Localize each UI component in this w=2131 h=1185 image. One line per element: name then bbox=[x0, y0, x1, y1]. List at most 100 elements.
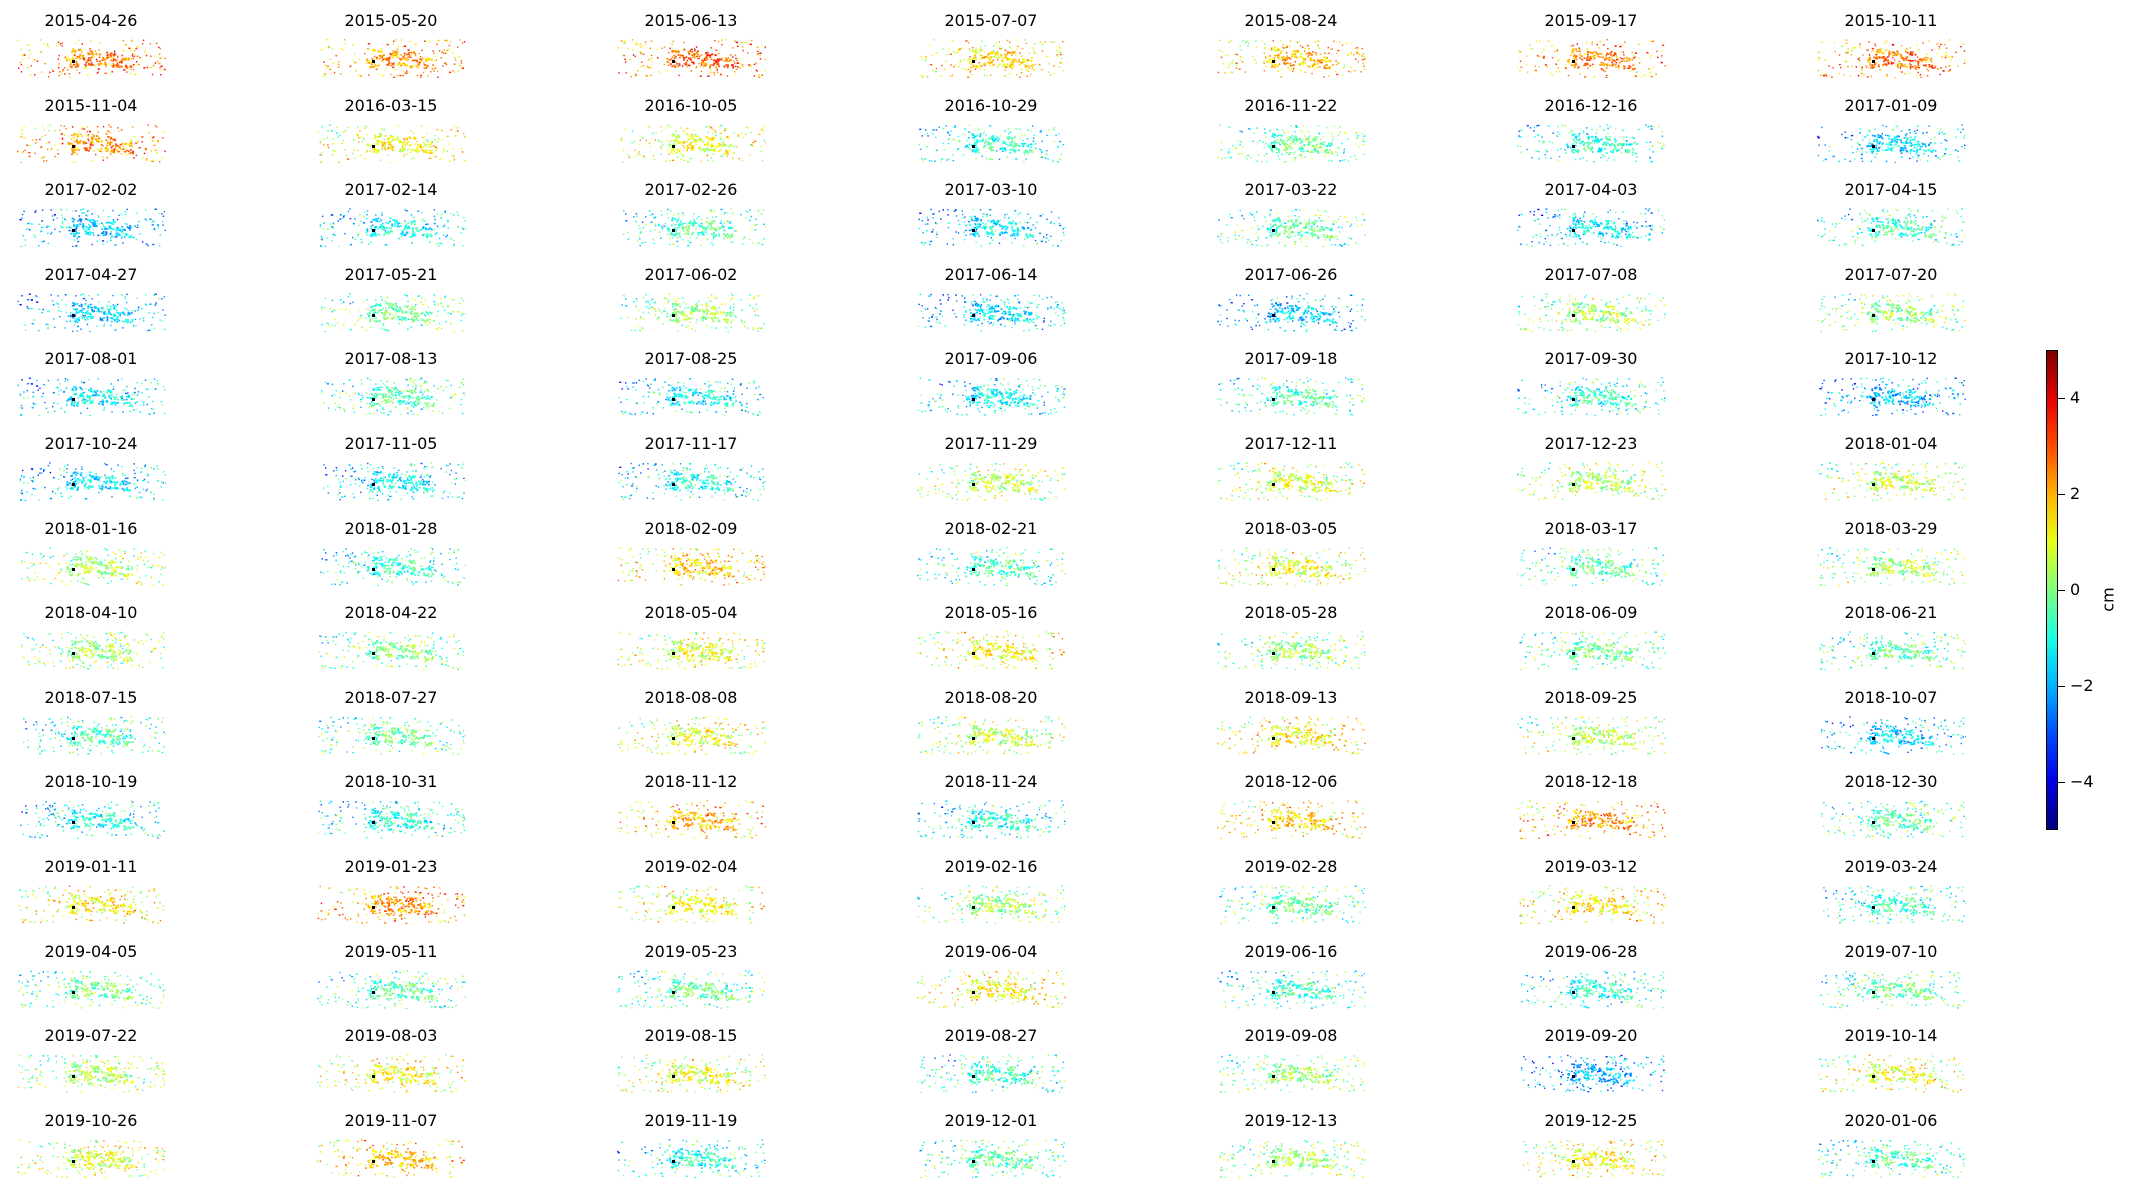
displacement-point bbox=[1280, 56, 1283, 59]
displacement-point bbox=[1960, 46, 1962, 48]
displacement-point bbox=[1888, 52, 1891, 55]
displacement-point bbox=[701, 147, 704, 150]
displacement-point bbox=[959, 61, 962, 63]
displacement-point bbox=[926, 132, 928, 134]
displacement-point bbox=[1588, 142, 1591, 144]
displacement-point bbox=[87, 52, 90, 54]
displacement-point bbox=[379, 135, 382, 138]
panel-title: 2015-09-17 bbox=[1516, 12, 1666, 30]
displacement-point bbox=[1606, 63, 1608, 66]
displacement-point bbox=[716, 145, 719, 148]
displacement-point bbox=[706, 56, 709, 58]
displacement-point bbox=[1032, 139, 1034, 142]
displacement-point bbox=[713, 72, 715, 74]
displacement-point bbox=[1881, 141, 1884, 144]
displacement-point bbox=[1607, 141, 1609, 144]
displacement-point bbox=[692, 138, 695, 140]
displacement-point bbox=[1646, 141, 1648, 143]
displacement-point bbox=[634, 155, 637, 157]
displacement-point bbox=[1048, 71, 1050, 73]
displacement-point bbox=[1026, 75, 1029, 77]
displacement-point bbox=[714, 136, 716, 139]
displacement-point bbox=[1604, 63, 1606, 65]
displacement-point bbox=[323, 222, 325, 224]
displacement-point bbox=[710, 156, 712, 159]
displacement-point bbox=[707, 75, 710, 77]
displacement-point bbox=[421, 57, 424, 60]
displacement-point bbox=[714, 40, 716, 42]
displacement-point bbox=[1297, 50, 1299, 52]
displacement-point bbox=[1909, 139, 1912, 141]
displacement-point bbox=[453, 214, 455, 216]
displacement-point bbox=[717, 60, 720, 62]
displacement-point bbox=[1851, 49, 1854, 52]
displacement-point bbox=[1217, 156, 1220, 158]
panel-2016-10-29: 2016-10-29 bbox=[916, 96, 1066, 167]
displacement-point bbox=[693, 129, 695, 131]
panel-2015-11-04: 2015-11-04 bbox=[16, 96, 166, 167]
displacement-point bbox=[67, 226, 70, 228]
displacement-point bbox=[1270, 61, 1273, 64]
displacement-point bbox=[1014, 128, 1017, 130]
displacement-point bbox=[639, 143, 641, 145]
displacement-point bbox=[975, 66, 978, 69]
displacement-point bbox=[953, 126, 956, 128]
displacement-point bbox=[1885, 40, 1888, 43]
displacement-point bbox=[970, 74, 973, 76]
displacement-point bbox=[82, 208, 85, 211]
displacement-point bbox=[374, 148, 376, 150]
displacement-point bbox=[102, 57, 105, 60]
displacement-point bbox=[57, 41, 60, 43]
displacement-point bbox=[434, 149, 437, 151]
displacement-point bbox=[664, 46, 666, 48]
displacement-point bbox=[145, 148, 147, 151]
displacement-point bbox=[425, 60, 427, 62]
displacement-point bbox=[365, 232, 367, 234]
displacement-point bbox=[1838, 54, 1841, 56]
displacement-point bbox=[1271, 63, 1274, 65]
displacement-point bbox=[1632, 57, 1635, 59]
displacement-point bbox=[1577, 150, 1579, 153]
panel-2015-10-11: 2015-10-11 bbox=[1816, 12, 1966, 82]
displacement-point bbox=[1944, 43, 1946, 46]
displacement-point bbox=[382, 58, 384, 61]
displacement-point bbox=[999, 48, 1002, 50]
displacement-point bbox=[150, 66, 153, 69]
displacement-point bbox=[153, 135, 155, 138]
displacement-point bbox=[105, 56, 108, 59]
displacement-point bbox=[1292, 152, 1295, 155]
displacement-point bbox=[1012, 60, 1014, 63]
displacement-point bbox=[657, 139, 660, 141]
reference-point bbox=[1272, 60, 1275, 63]
displacement-point bbox=[104, 226, 107, 229]
displacement-point bbox=[1009, 72, 1012, 75]
displacement-point bbox=[663, 63, 665, 66]
displacement-point bbox=[401, 141, 403, 143]
displacement-point bbox=[925, 145, 928, 147]
displacement-point bbox=[1896, 53, 1899, 55]
displacement-point bbox=[631, 130, 634, 132]
displacement-point bbox=[1609, 54, 1612, 56]
displacement-point bbox=[1331, 132, 1333, 135]
displacement-point bbox=[705, 135, 707, 138]
displacement-point bbox=[326, 65, 329, 67]
displacement-point bbox=[80, 218, 83, 221]
displacement-point bbox=[61, 227, 64, 229]
displacement-point bbox=[632, 49, 634, 52]
displacement-point bbox=[1011, 61, 1013, 64]
displacement-point bbox=[1900, 147, 1903, 150]
displacement-point bbox=[381, 227, 384, 229]
displacement-point bbox=[713, 147, 716, 150]
displacement-point bbox=[399, 57, 401, 60]
displacement-point bbox=[1329, 144, 1332, 147]
displacement-point bbox=[1850, 138, 1853, 140]
displacement-point bbox=[435, 147, 438, 150]
displacement-point bbox=[1571, 133, 1574, 135]
displacement-point bbox=[1014, 150, 1017, 153]
displacement-point bbox=[1239, 56, 1242, 58]
displacement-point bbox=[354, 61, 357, 64]
displacement-point bbox=[1346, 42, 1348, 45]
displacement-point bbox=[966, 139, 968, 142]
displacement-point bbox=[1879, 49, 1882, 51]
displacement-point bbox=[121, 57, 124, 60]
